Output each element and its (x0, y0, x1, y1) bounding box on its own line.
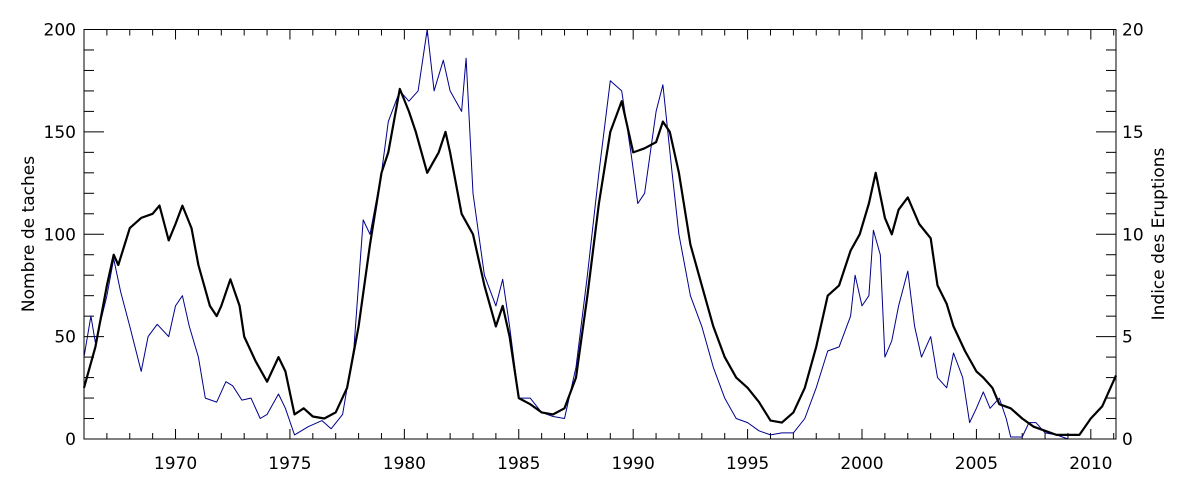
y2-tick-label: 10 (1122, 225, 1144, 245)
y2-tick-label: 0 (1122, 430, 1133, 450)
flare-index-line (83, 29, 1069, 440)
plot-frame (83, 29, 1117, 440)
x-tick-label: 1980 (383, 454, 426, 474)
x-tick-label: 1995 (726, 454, 769, 474)
y2-tick-label: 20 (1122, 21, 1144, 41)
x-tick-label: 2005 (955, 454, 998, 474)
sunspot-number-line (82, 87, 1118, 436)
y2-tick-label: 5 (1122, 328, 1133, 348)
tick-labels: 1970 1975 1980 1985 1990 1995 2000 2005 20100501… (44, 21, 1144, 475)
x-tick-label: 1975 (268, 454, 311, 474)
y-tick-label: 100 (44, 225, 76, 245)
y2-tick-label: 15 (1122, 123, 1144, 143)
y-tick-label: 0 (65, 430, 76, 450)
axis-ticks (83, 29, 1116, 440)
y-axis-title: Nombre de taches (19, 156, 39, 312)
y-tick-label: 200 (44, 21, 76, 41)
y-tick-label: 50 (54, 328, 76, 348)
x-tick-label: 1970 (154, 454, 197, 474)
y2-axis-title: Indice des Eruptions (1149, 147, 1169, 320)
x-tick-label: 2000 (840, 454, 883, 474)
y-tick-label: 150 (44, 123, 76, 143)
x-tick-label: 1985 (497, 454, 540, 474)
series-lines (82, 29, 1118, 440)
x-tick-label: 1990 (612, 454, 655, 474)
x-tick-label: 2010 (1069, 454, 1112, 474)
